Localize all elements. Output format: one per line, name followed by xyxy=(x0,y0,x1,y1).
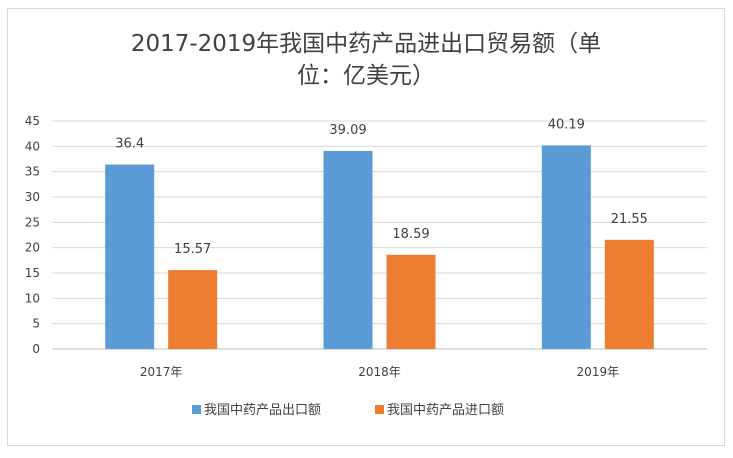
y-tick-label: 30 xyxy=(25,190,40,204)
data-label: 40.19 xyxy=(548,117,585,132)
y-tick-label: 20 xyxy=(25,241,40,255)
y-tick-label: 5 xyxy=(32,317,40,331)
legend-label: 我国中药产品进口额 xyxy=(387,403,504,418)
bar-export xyxy=(105,164,155,349)
legend-swatch xyxy=(375,405,384,414)
bar-import xyxy=(168,270,218,349)
legend: 我国中药产品出口额 我国中药产品进口额 xyxy=(192,403,504,418)
bar-import xyxy=(386,254,436,349)
gridlines xyxy=(52,120,707,350)
bars: 36.4 15.57 39.09 18.59 40.19 21.55 xyxy=(105,117,654,349)
y-tick-label: 40 xyxy=(25,139,40,153)
x-tick-label: 2017年 xyxy=(140,365,183,379)
x-axis: 2017年 2018年 2019年 xyxy=(140,365,619,379)
y-axis: 0 5 10 15 20 25 30 35 40 45 xyxy=(25,114,40,356)
y-tick-label: 10 xyxy=(25,291,40,305)
chart-title-line-2: 位：亿美元） xyxy=(297,63,435,89)
y-tick-label: 25 xyxy=(25,215,40,229)
data-label: 36.4 xyxy=(115,137,144,152)
data-label: 21.55 xyxy=(611,212,648,227)
x-tick-label: 2019年 xyxy=(577,365,620,379)
y-tick-label: 0 xyxy=(32,342,40,356)
data-label: 39.09 xyxy=(329,123,366,138)
bar-export xyxy=(541,145,591,349)
data-label: 18.59 xyxy=(392,227,429,242)
bar-import xyxy=(604,239,654,349)
x-tick-label: 2018年 xyxy=(358,365,401,379)
data-label: 15.57 xyxy=(174,242,211,257)
y-tick-label: 45 xyxy=(25,114,40,128)
chart-title-line-1: 2017-2019年我国中药产品进出口贸易额（单 xyxy=(131,31,601,57)
y-tick-label: 35 xyxy=(25,165,40,179)
legend-label: 我国中药产品出口额 xyxy=(204,403,321,418)
y-tick-label: 15 xyxy=(25,266,40,280)
legend-swatch xyxy=(192,405,201,414)
bar-export xyxy=(323,150,373,349)
